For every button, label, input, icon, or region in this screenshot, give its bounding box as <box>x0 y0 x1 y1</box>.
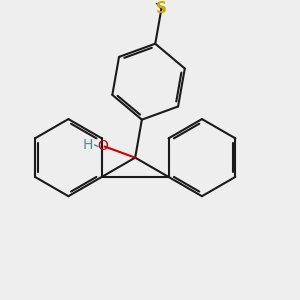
Text: S: S <box>156 1 167 16</box>
Text: O: O <box>98 140 109 154</box>
Text: H: H <box>83 138 93 152</box>
